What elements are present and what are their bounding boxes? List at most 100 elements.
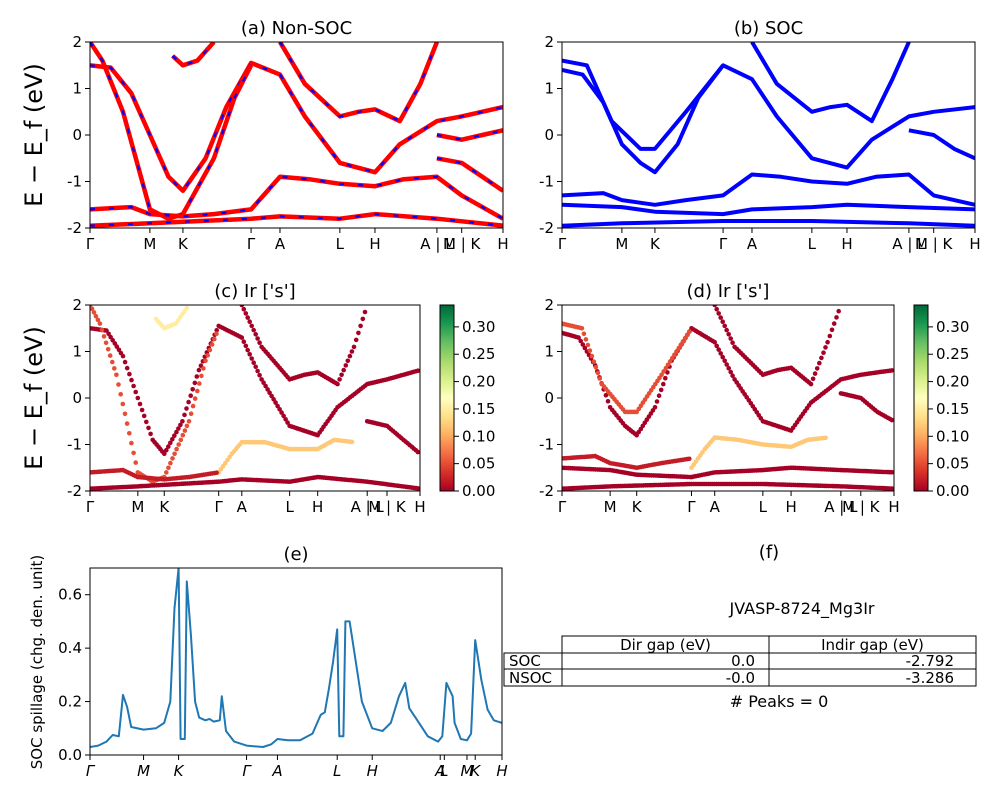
x-tick-label: H — [497, 235, 508, 253]
projection-point — [672, 352, 677, 358]
projection-point — [656, 393, 662, 399]
y-tick-label: 0.6 — [58, 586, 82, 604]
x-tick-label: M — [143, 235, 156, 253]
projection-point — [99, 327, 105, 333]
projection-point — [107, 353, 113, 358]
projection-point — [127, 431, 132, 436]
y-tick-label: 0 — [72, 126, 82, 144]
projection-point — [889, 486, 894, 491]
band-line — [562, 172, 975, 207]
projection-point — [722, 323, 727, 329]
projection-point — [597, 376, 603, 381]
table-footer: # Peaks = 0 — [730, 692, 829, 711]
projection-point — [133, 389, 138, 395]
projection-point — [285, 420, 290, 425]
x-tick-label: H — [785, 498, 796, 516]
projection-point — [684, 332, 690, 338]
x-tick-label: L — [336, 235, 345, 253]
projection-point — [129, 377, 134, 383]
x-tick-label: L — [440, 762, 448, 780]
x-tick-label: H — [414, 498, 425, 516]
projection-point — [243, 311, 249, 316]
projection-point — [665, 370, 670, 375]
projection-point — [131, 450, 136, 456]
projection-point — [267, 390, 272, 396]
projection-point — [201, 366, 206, 371]
y-tick-label: 0.2 — [58, 693, 82, 711]
x-tick-label: Γ — [215, 498, 224, 516]
projection-point — [261, 380, 266, 386]
projection-point — [665, 362, 671, 368]
projection-point — [829, 327, 835, 333]
projection-point — [659, 372, 664, 378]
projection-point — [137, 401, 143, 407]
projection-point — [825, 339, 830, 345]
projection-point — [823, 435, 828, 441]
projection-point — [114, 372, 119, 378]
panel-title: (e) — [283, 544, 308, 565]
projection-point — [164, 470, 169, 475]
projection-point — [170, 456, 175, 461]
y-tick-label: 0 — [544, 389, 554, 407]
projection-point — [139, 407, 145, 413]
band-line-soc-red — [90, 60, 503, 194]
projection-point — [576, 335, 581, 340]
projection-point — [718, 351, 723, 356]
projection-point — [722, 358, 727, 364]
projection-point — [178, 437, 184, 443]
x-tick-label: H — [969, 235, 980, 253]
projection-point — [415, 486, 420, 491]
table-row-label: NSOC — [509, 669, 552, 687]
projection-point — [814, 366, 820, 371]
x-tick-label: K — [159, 498, 170, 516]
x-tick-label: M | K — [842, 498, 881, 516]
projection-point — [249, 356, 254, 361]
projection-point — [257, 372, 262, 378]
band-line-nsoc-blue — [171, 42, 215, 67]
colorbar: 0.00 0.05 0.10 0.15 0.20 0.25 0.30 — [439, 304, 495, 500]
projection-point — [889, 368, 894, 373]
band-line-soc-red — [90, 174, 503, 221]
projection-point — [188, 411, 194, 417]
projection-point — [593, 365, 599, 370]
x-tick-label: Γ — [719, 235, 728, 253]
projection-point — [689, 465, 694, 471]
x-tick-label: A | L — [420, 235, 454, 253]
band-line-soc-red — [171, 42, 216, 68]
projection-point — [275, 403, 280, 409]
x-tick-label: A — [271, 762, 282, 780]
projection-point — [148, 431, 153, 437]
projection-point — [164, 447, 169, 453]
x-tick-label: K — [632, 498, 643, 516]
projection-point — [687, 329, 692, 334]
y-tick-label: 2 — [72, 296, 82, 314]
x-tick-label: M — [137, 762, 150, 780]
projection-point — [93, 313, 99, 319]
projection-point — [415, 449, 420, 455]
projection-point — [259, 377, 264, 382]
projection-point — [144, 419, 149, 425]
band-line-soc-red — [436, 128, 503, 142]
projection-point — [166, 465, 171, 471]
band-line — [562, 58, 725, 151]
projection-point — [667, 359, 673, 364]
projection-point — [212, 336, 217, 342]
projection-point — [190, 403, 196, 409]
projection-point — [724, 362, 729, 367]
table-header: Indir gap (eV) — [821, 636, 924, 654]
projection-point — [341, 367, 347, 373]
projection-point — [249, 323, 254, 329]
projection-point — [263, 383, 268, 389]
projection-point — [587, 348, 593, 353]
projection-point — [122, 359, 128, 365]
table-subtitle: JVASP-8724_Mg3Ir — [729, 599, 875, 619]
projection-point — [716, 311, 721, 316]
band-lines — [90, 42, 503, 228]
panel-title: (f) — [759, 542, 779, 563]
projection-point — [186, 419, 192, 424]
projection-point — [166, 444, 171, 449]
panel-title: (b) SOC — [734, 18, 803, 39]
projection-point — [172, 451, 177, 457]
